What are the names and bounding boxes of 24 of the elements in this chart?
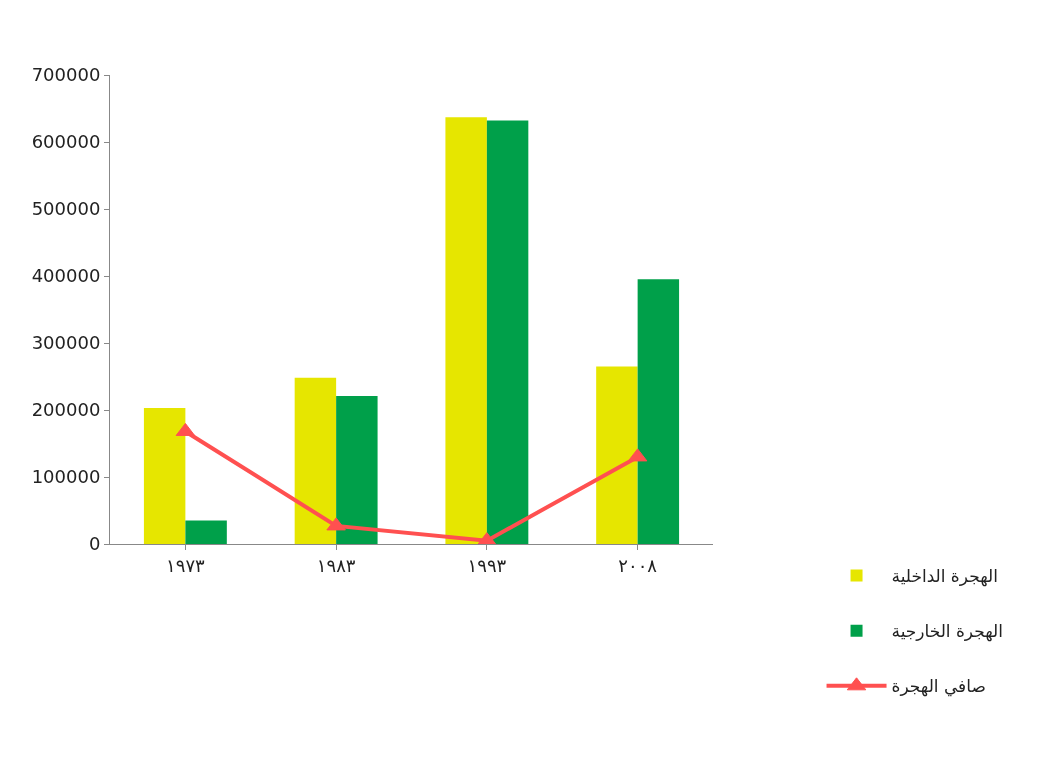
bar: [486, 120, 529, 544]
bar: [185, 520, 227, 544]
legend-label: صافي الهجرة: [891, 676, 986, 698]
bar: [445, 117, 487, 544]
x-tick-label: ١٩٧٣: [166, 554, 206, 576]
legend-label: الهجرة الخارجية: [891, 621, 1003, 643]
y-tick-label: 100000: [31, 466, 101, 488]
y-tick-label: 300000: [31, 332, 101, 354]
bar: [336, 395, 378, 544]
y-tick-label: 200000: [31, 399, 101, 421]
y-tick-label: 500000: [31, 198, 101, 220]
y-tick-label: 400000: [31, 265, 101, 287]
bar: [596, 366, 638, 544]
bar: [143, 407, 186, 544]
y-tick-label: 600000: [31, 131, 101, 153]
legend-label: الهجرة الداخلية: [891, 566, 998, 588]
bar: [294, 377, 337, 544]
x-tick-label: ١٩٨٣: [316, 554, 356, 576]
y-tick-label: 700000: [31, 64, 101, 86]
y-tick-label: 0: [88, 533, 101, 555]
x-tick-label: ١٩٩٣: [467, 554, 507, 576]
point: [326, 517, 346, 531]
x-tick-label: ٢٠٠٨: [618, 554, 658, 576]
bar: [637, 279, 680, 544]
